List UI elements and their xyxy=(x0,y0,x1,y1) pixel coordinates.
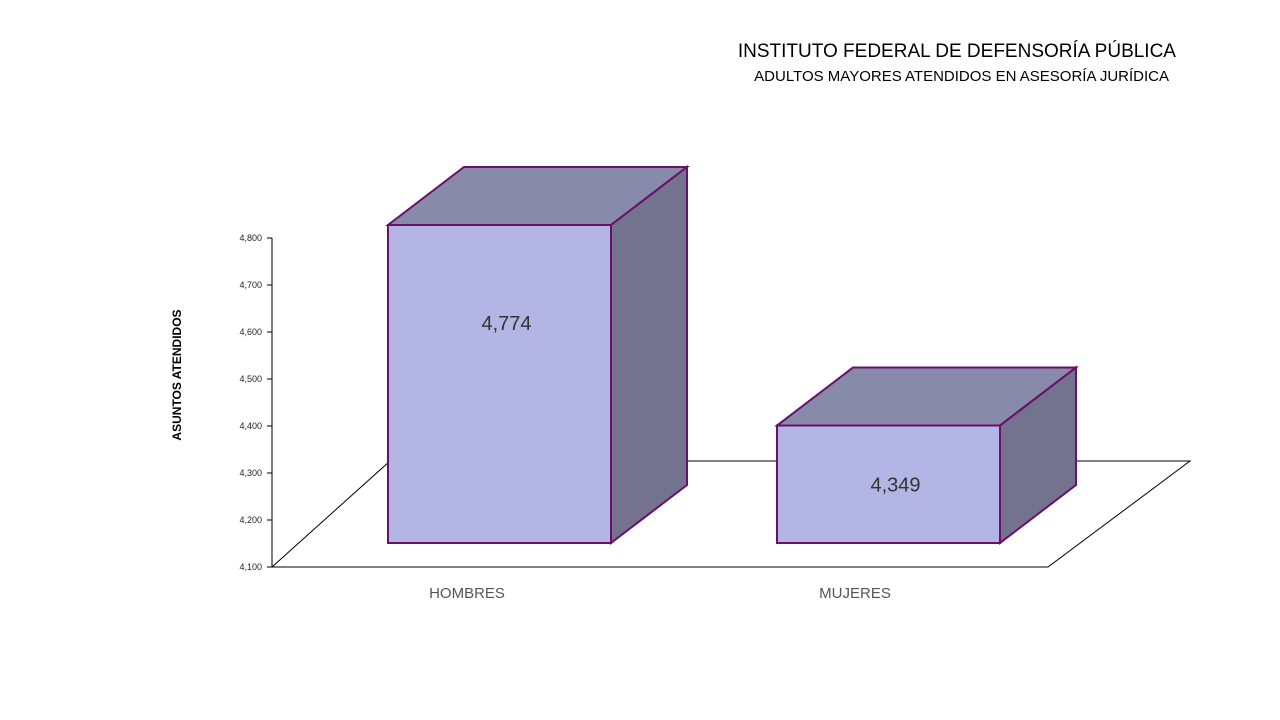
y-tick-label: 4,400 xyxy=(239,421,262,431)
y-tick-label: 4,500 xyxy=(239,374,262,384)
bars: 4,774 4,349 xyxy=(385,164,1079,546)
bar-mujeres: 4,349 xyxy=(774,365,1079,546)
y-tick-label: 4,300 xyxy=(239,468,262,478)
y-axis-label: ASUNTOS ATENDIDOS xyxy=(170,309,184,440)
chart-subtitle: ADULTOS MAYORES ATENDIDOS EN ASESORÍA JU… xyxy=(754,68,1169,85)
y-tick-label: 4,700 xyxy=(239,280,262,290)
y-tick-label: 4,800 xyxy=(239,233,262,243)
bar-side-face xyxy=(610,164,688,546)
bar-hombres: 4,774 xyxy=(385,164,690,546)
bar-front-face xyxy=(776,424,1001,544)
x-category-label: HOMBRES xyxy=(429,585,505,602)
bar-value-label: 4,774 xyxy=(481,313,531,335)
y-tick-label: 4,600 xyxy=(239,327,262,337)
x-category-label: MUJERES xyxy=(819,585,891,602)
bar-value-label: 4,349 xyxy=(870,474,920,496)
y-axis-ticks: 4,100 4,200 4,300 4,400 4,500 4,600 4,700 4,800 xyxy=(239,233,272,572)
category-labels: HOMBRES MUJERES xyxy=(429,585,891,602)
y-tick-label: 4,200 xyxy=(239,515,262,525)
bar-front-face xyxy=(387,224,612,544)
y-tick-label: 4,100 xyxy=(239,562,262,572)
chart-title: INSTITUTO FEDERAL DE DEFENSORÍA PÚBLICA xyxy=(738,40,1176,62)
